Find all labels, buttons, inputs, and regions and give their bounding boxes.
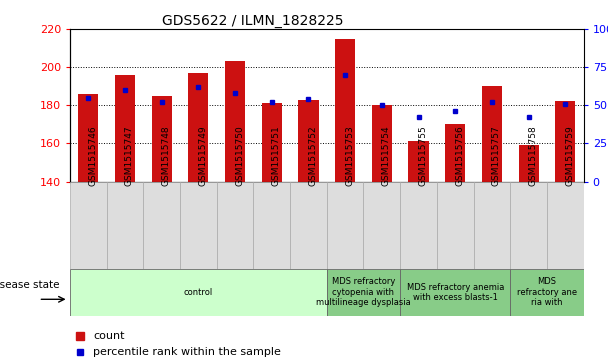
Bar bbox=[216, 182, 254, 269]
Bar bbox=[371, 105, 392, 182]
Text: GSM1515754: GSM1515754 bbox=[382, 125, 391, 186]
Bar bbox=[547, 182, 584, 269]
Bar bbox=[555, 101, 575, 182]
Text: MDS
refractory ane
ria with: MDS refractory ane ria with bbox=[517, 277, 577, 307]
Bar bbox=[327, 182, 364, 269]
Text: MDS refractory anemia
with excess blasts-1: MDS refractory anemia with excess blasts… bbox=[407, 282, 504, 302]
Text: GSM1515750: GSM1515750 bbox=[235, 125, 244, 186]
Bar bbox=[474, 182, 510, 269]
Bar bbox=[510, 182, 547, 269]
Bar bbox=[400, 269, 510, 316]
Bar bbox=[482, 86, 502, 182]
Bar bbox=[290, 182, 327, 269]
Text: GSM1515746: GSM1515746 bbox=[88, 125, 97, 186]
Bar bbox=[188, 73, 209, 182]
Bar bbox=[335, 38, 355, 182]
Text: GSM1515757: GSM1515757 bbox=[492, 125, 501, 186]
Bar bbox=[510, 269, 584, 316]
Text: GSM1515756: GSM1515756 bbox=[455, 125, 465, 186]
Text: MDS refractory
cytopenia with
multilineage dysplasia: MDS refractory cytopenia with multilinea… bbox=[316, 277, 411, 307]
Bar bbox=[519, 145, 539, 182]
Text: control: control bbox=[184, 288, 213, 297]
Text: GSM1515751: GSM1515751 bbox=[272, 125, 281, 186]
Bar bbox=[364, 182, 400, 269]
Text: percentile rank within the sample: percentile rank within the sample bbox=[93, 347, 281, 357]
Bar bbox=[115, 75, 135, 182]
Text: GSM1515758: GSM1515758 bbox=[528, 125, 537, 186]
Text: GSM1515748: GSM1515748 bbox=[162, 125, 171, 186]
Bar bbox=[70, 269, 327, 316]
Bar bbox=[445, 124, 465, 182]
Bar bbox=[437, 182, 474, 269]
Bar bbox=[143, 182, 180, 269]
Bar bbox=[70, 182, 106, 269]
Text: GSM1515749: GSM1515749 bbox=[198, 125, 207, 186]
Text: GSM1515759: GSM1515759 bbox=[565, 125, 575, 186]
Bar bbox=[254, 182, 290, 269]
Bar bbox=[409, 142, 429, 182]
Text: GSM1515747: GSM1515747 bbox=[125, 125, 134, 186]
Bar bbox=[261, 103, 282, 182]
Text: disease state: disease state bbox=[0, 280, 60, 290]
Bar bbox=[299, 99, 319, 182]
Bar bbox=[327, 269, 400, 316]
Text: GSM1515755: GSM1515755 bbox=[418, 125, 427, 186]
Bar bbox=[180, 182, 216, 269]
Bar bbox=[106, 182, 143, 269]
Text: GSM1515753: GSM1515753 bbox=[345, 125, 354, 186]
Bar bbox=[400, 182, 437, 269]
Text: GSM1515752: GSM1515752 bbox=[308, 125, 317, 186]
Bar bbox=[78, 94, 98, 182]
Text: count: count bbox=[93, 331, 125, 341]
Bar bbox=[151, 96, 171, 182]
Text: GDS5622 / ILMN_1828225: GDS5622 / ILMN_1828225 bbox=[162, 14, 344, 28]
Bar bbox=[225, 61, 245, 182]
